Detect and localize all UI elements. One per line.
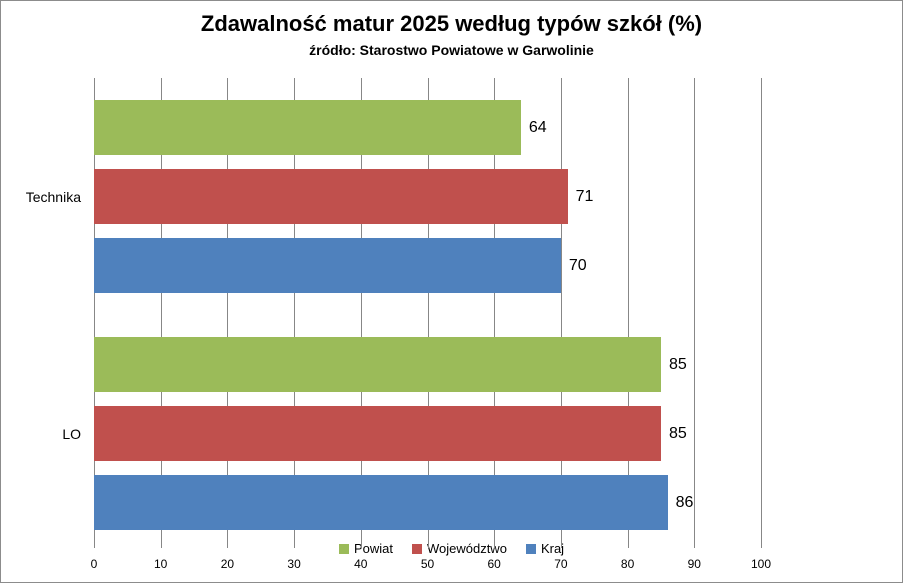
value-label: 64 bbox=[528, 118, 547, 136]
gridline bbox=[761, 78, 762, 548]
category-label-Technika: Technika bbox=[25, 188, 81, 205]
x-tick-label: 40 bbox=[354, 557, 368, 571]
bar-Województwo-Technika bbox=[94, 169, 568, 224]
x-tick-label: 20 bbox=[220, 557, 235, 571]
legend-entry-Kraj: Kraj bbox=[525, 541, 565, 556]
legend-swatch-icon bbox=[411, 543, 422, 554]
bar-Powiat-Technika bbox=[94, 100, 521, 155]
x-tick-label: 30 bbox=[287, 557, 301, 571]
bar-Powiat-LO bbox=[94, 337, 661, 392]
x-tick-label: 60 bbox=[487, 557, 501, 571]
value-label: 70 bbox=[568, 256, 587, 274]
value-label: 85 bbox=[668, 355, 687, 373]
legend: Powiat Województwo Kraj bbox=[1, 540, 902, 557]
bar-Kraj-LO bbox=[94, 475, 668, 530]
x-tick-label: 80 bbox=[620, 557, 635, 571]
gridline bbox=[160, 78, 162, 548]
gridline bbox=[694, 78, 696, 548]
gridline bbox=[227, 78, 229, 548]
gridline bbox=[94, 78, 95, 548]
gridline bbox=[494, 78, 496, 548]
legend-entry-Powiat: Powiat bbox=[338, 541, 393, 556]
x-tick-label: 90 bbox=[687, 557, 701, 571]
x-tick-label: 10 bbox=[154, 557, 168, 571]
value-label: 86 bbox=[675, 493, 694, 511]
category-label-LO: LO bbox=[62, 425, 81, 442]
gridline bbox=[627, 78, 629, 548]
gridline bbox=[294, 78, 296, 548]
chart-title: Zdawalność matur 2025 według typów szkół… bbox=[200, 11, 703, 36]
legend-swatch-icon bbox=[338, 543, 349, 554]
legend-entry-Województwo: Województwo bbox=[411, 541, 507, 556]
x-tick-label: 50 bbox=[420, 557, 435, 571]
bar-Kraj-Technika bbox=[94, 238, 561, 293]
bar-Województwo-LO bbox=[94, 406, 661, 461]
legend-swatch-icon bbox=[525, 543, 536, 554]
legend-label: Województwo bbox=[426, 541, 507, 556]
value-label: 71 bbox=[575, 187, 594, 205]
gridline bbox=[560, 78, 562, 548]
chart-subtitle: źródło: Starostwo Powiatowe w Garwolinie bbox=[309, 42, 594, 58]
gridline bbox=[360, 78, 362, 548]
legend-label: Kraj bbox=[540, 541, 565, 556]
value-label: 85 bbox=[668, 424, 687, 442]
x-tick-label: 100 bbox=[750, 557, 772, 571]
gridline bbox=[427, 78, 429, 548]
x-tick-label: 0 bbox=[90, 557, 98, 571]
legend-label: Powiat bbox=[353, 541, 393, 556]
x-tick-label: 70 bbox=[554, 557, 568, 571]
